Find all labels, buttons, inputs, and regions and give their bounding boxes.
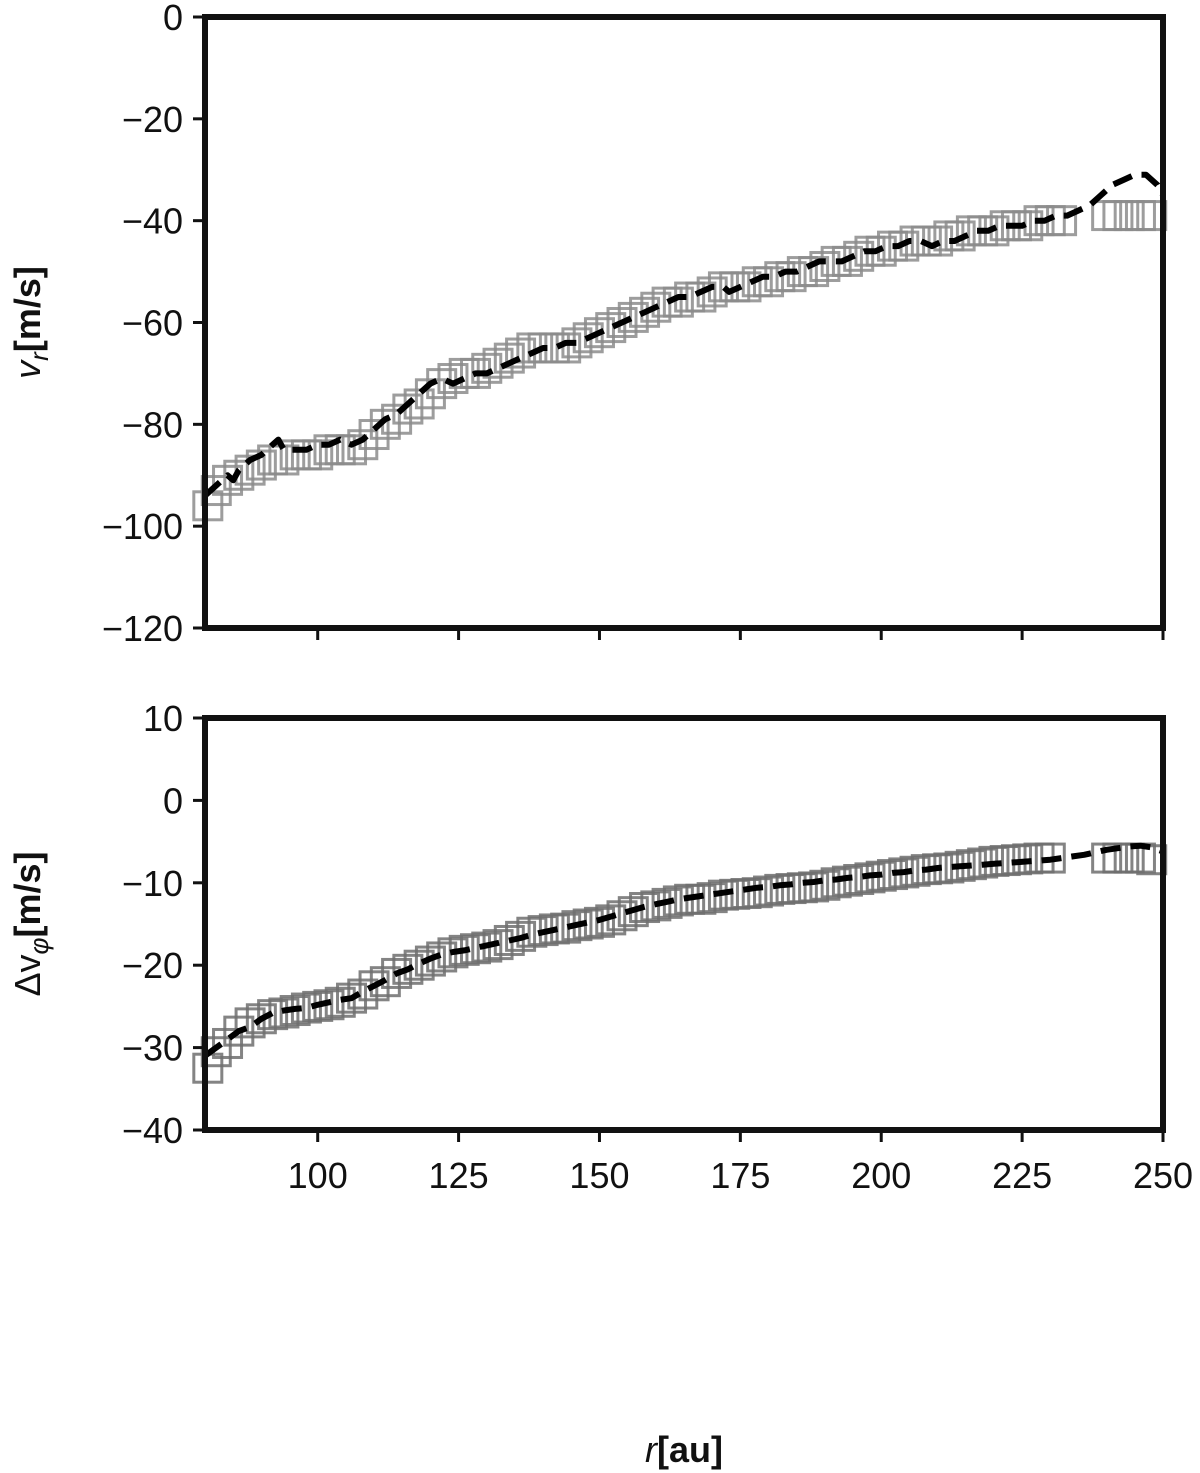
bot-square-marker [493, 924, 525, 956]
top-square-marker [212, 464, 244, 496]
bot-square-marker [944, 850, 976, 882]
top-square-marker [550, 332, 582, 364]
top-square-marker [595, 312, 627, 344]
panel-top-vr: 0 −20 −40 −60 −80 −100 −120 vr[m/s] [7, 0, 1168, 649]
top-square-markers [192, 200, 1168, 522]
top-square-marker [944, 220, 976, 252]
bot-y-tick-label: 0 [163, 780, 183, 821]
bot-y-tick-label: −30 [122, 1028, 183, 1069]
top-square-marker [640, 291, 672, 323]
bot-y-tick-label: −40 [122, 1110, 183, 1151]
bottom-x-axis-label-var: r [645, 1429, 659, 1470]
top-square-marker [302, 439, 334, 471]
top-y-tick-label: −40 [122, 201, 183, 242]
bot-square-marker [234, 1007, 266, 1039]
bottom-x-ticks: 100 125 150 175 200 225 250 [288, 1130, 1193, 1196]
top-square-marker [888, 230, 920, 262]
top-y-tick-label: −20 [122, 99, 183, 140]
bot-x-tick-label: 200 [851, 1155, 911, 1196]
top-y-tick-label: 0 [163, 0, 183, 38]
bot-square-marker [617, 896, 649, 928]
bottom-axes-frame [202, 715, 1166, 1133]
bot-square-marker [809, 869, 841, 901]
top-square-marker [685, 281, 717, 313]
top-axes-frame [202, 14, 1166, 631]
top-square-marker [775, 261, 807, 293]
bot-square-marker [279, 995, 311, 1027]
bottom-y-axis-label-sub: φ [24, 937, 54, 954]
bottom-x-axis-label-unit: [au] [657, 1429, 723, 1470]
bottom-square-markers [192, 842, 1168, 1084]
bot-y-tick-label: 10 [143, 698, 183, 739]
bot-square-marker [369, 966, 401, 998]
bot-square-marker [798, 871, 830, 903]
bot-square-marker [381, 957, 413, 989]
bot-square-marker [392, 953, 424, 985]
bot-y-tick-label: −20 [122, 945, 183, 986]
bot-square-marker [403, 949, 435, 981]
top-square-marker [437, 363, 469, 395]
top-square-marker [831, 245, 863, 277]
top-square-marker [662, 286, 694, 318]
bot-x-tick-label: 150 [569, 1155, 629, 1196]
top-square-marker [843, 240, 875, 272]
top-y-axis-label-var: v [7, 359, 48, 379]
top-y-tick-label: −120 [102, 608, 183, 649]
top-square-marker [629, 296, 661, 328]
bot-x-tick-label: 250 [1133, 1155, 1193, 1196]
top-dashed-line-path [202, 171, 1166, 498]
top-square-marker [223, 459, 255, 491]
top-square-marker [798, 256, 830, 288]
bot-square-marker [651, 887, 683, 919]
bottom-y-axis-label: Δvφ[m/s] [7, 851, 54, 996]
bot-square-marker [414, 945, 446, 977]
bot-x-tick-label: 100 [288, 1155, 348, 1196]
bot-square-marker [336, 982, 368, 1014]
bot-square-marker [1034, 842, 1066, 874]
top-square-marker [730, 271, 762, 303]
top-y-tick-label: −100 [102, 506, 183, 547]
top-y-axis-label-unit: [m/s] [7, 266, 48, 352]
bottom-dashed-curve [203, 842, 1165, 1059]
top-square-marker [572, 322, 604, 354]
bot-square-marker [358, 970, 390, 1002]
bot-square-marker [347, 978, 379, 1010]
top-y-tick-label: −60 [122, 303, 183, 344]
top-y-ticks: 0 −20 −40 −60 −80 −100 −120 [102, 0, 205, 649]
top-square-marker [493, 342, 525, 374]
top-square-marker [617, 301, 649, 333]
bot-square-marker [302, 990, 334, 1022]
bot-square-marker [212, 1027, 244, 1059]
bot-x-tick-label: 125 [429, 1155, 489, 1196]
bot-square-marker [561, 910, 593, 942]
bot-y-tick-label: −10 [122, 863, 183, 904]
top-square-marker [606, 307, 638, 338]
bot-square-marker [741, 877, 773, 909]
top-y-axis-label-sub: r [24, 351, 54, 361]
bot-x-tick-label: 225 [992, 1155, 1052, 1196]
top-y-tick-label: −80 [122, 404, 183, 445]
top-y-axis-label: vr[m/s] [7, 266, 54, 379]
bot-x-tick-label: 175 [710, 1155, 770, 1196]
panel-bottom-dvphi: 100−10−20−30−40 100 125 150 175 200 225 250 Δv… [7, 698, 1193, 1470]
bot-square-marker [471, 931, 503, 963]
bot-square-marker [629, 892, 661, 924]
bot-dashed-line-path [203, 842, 1165, 1059]
bot-square-marker [505, 920, 537, 952]
top-square-marker [471, 352, 503, 384]
bot-square-marker [223, 1015, 255, 1047]
bot-square-marker [888, 857, 920, 889]
bottom-y-ticks: 10 0 −10 −20 −30 −40 [122, 698, 205, 1151]
top-dashed-curve [202, 171, 1166, 498]
bottom-x-axis-label: r[au] [645, 1429, 723, 1470]
bottom-y-axis-label-unit: [m/s] [7, 851, 48, 937]
bot-square-marker [257, 999, 289, 1031]
top-square-marker [347, 429, 379, 461]
bot-square-marker [854, 862, 886, 894]
bottom-y-axis-label-var: Δv [7, 954, 48, 996]
top-square-marker [583, 317, 615, 349]
bot-square-marker [245, 1003, 277, 1035]
